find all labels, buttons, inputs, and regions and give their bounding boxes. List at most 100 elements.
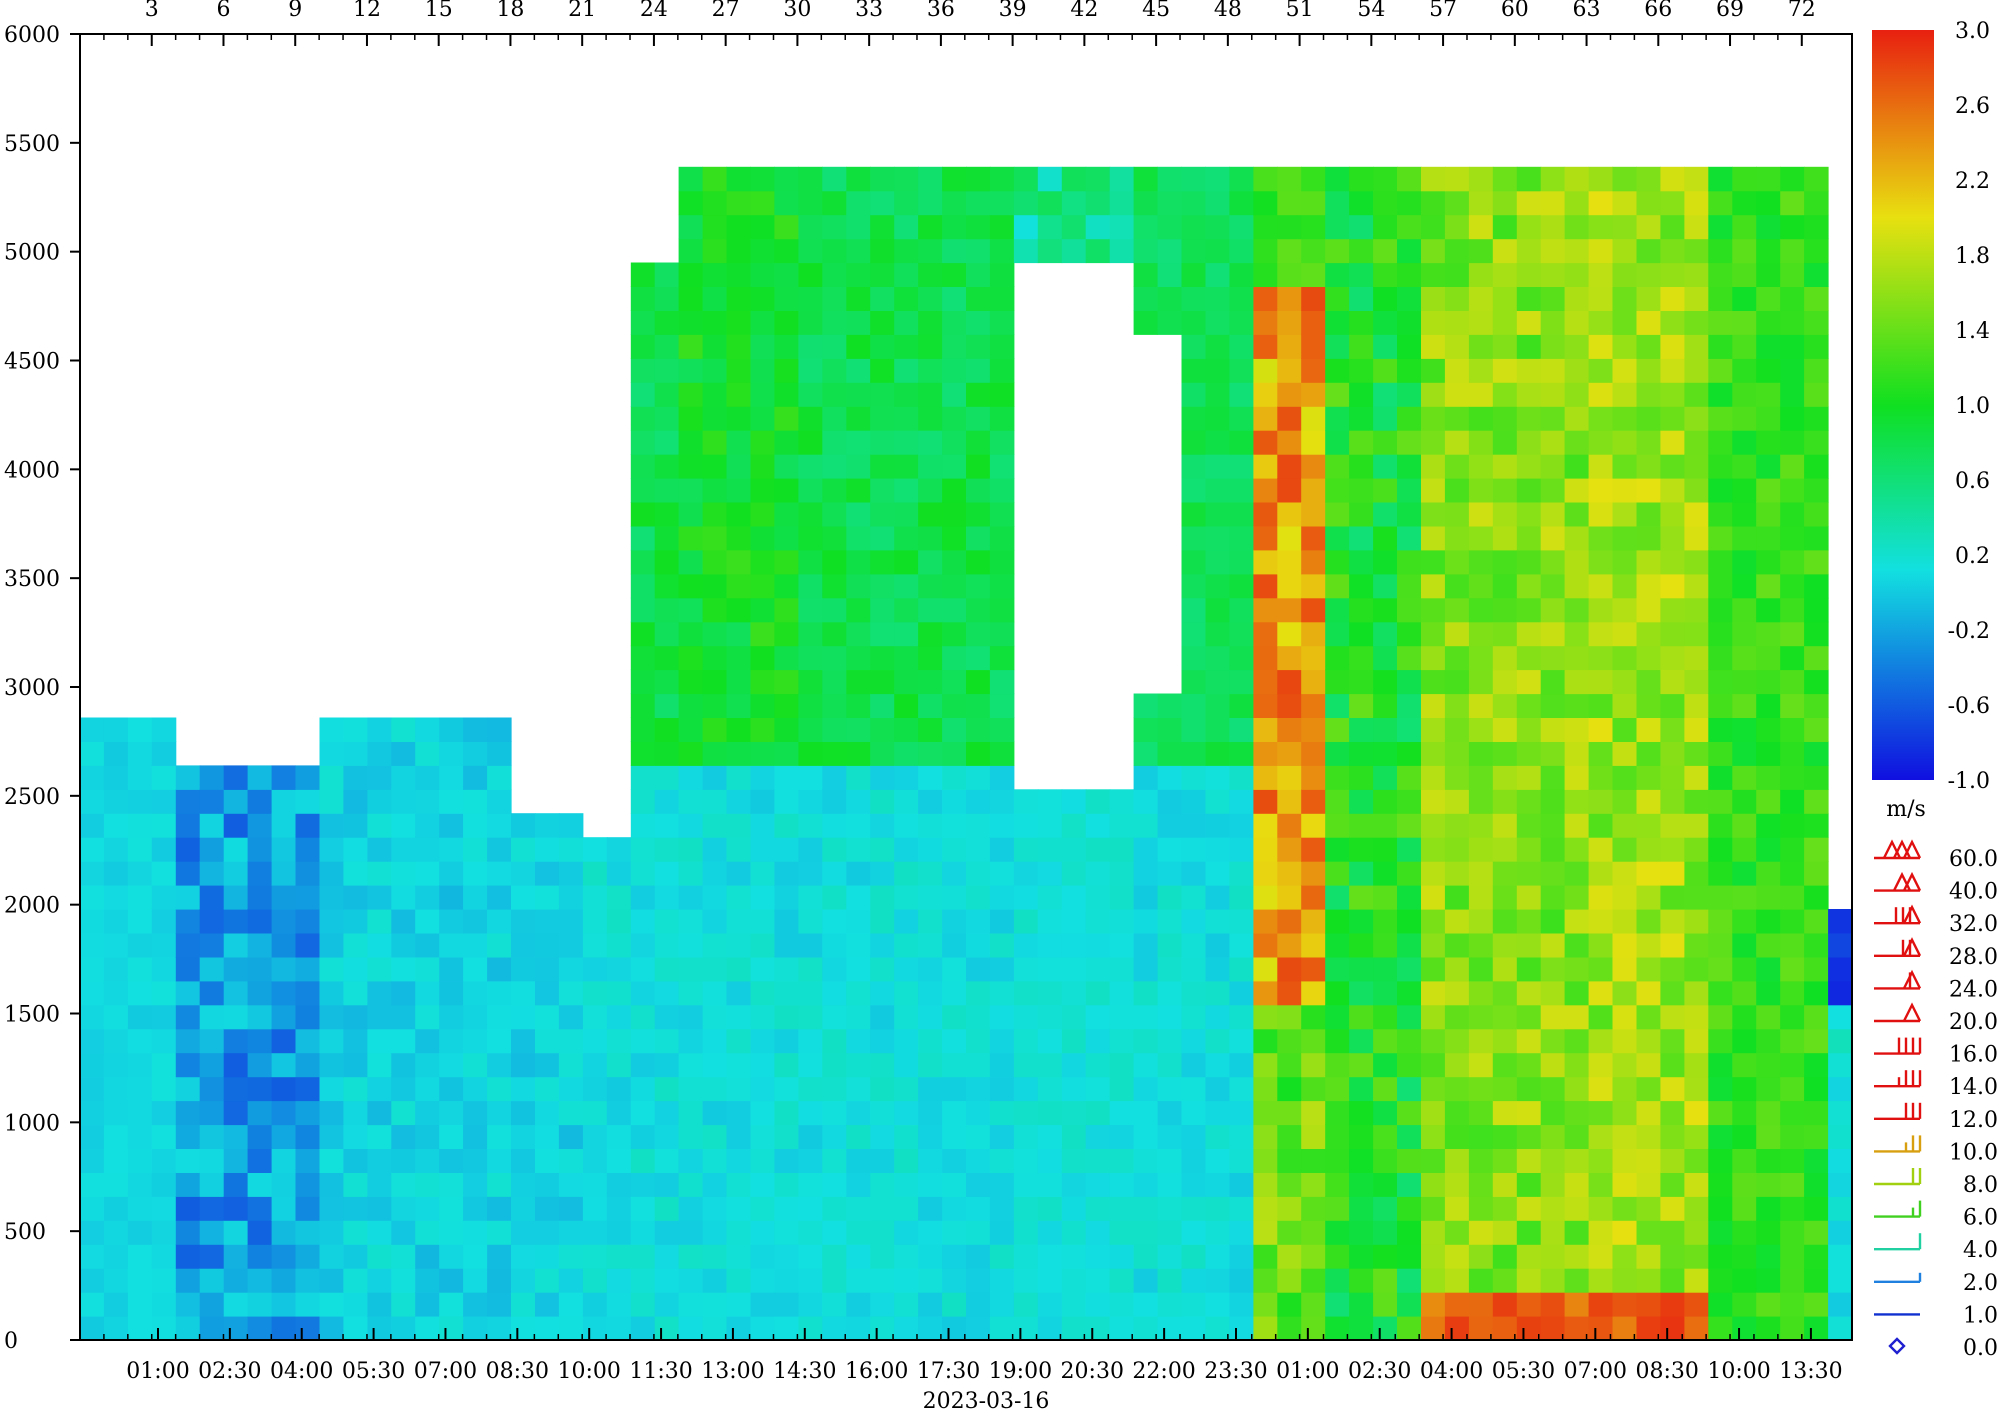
heatmap-cell: [511, 1316, 536, 1341]
top-tick-label: 21: [568, 0, 596, 22]
heatmap-cell: [798, 1316, 823, 1341]
heatmap-cell: [750, 693, 775, 718]
heatmap-cell: [535, 1244, 560, 1269]
heatmap-cell: [1325, 310, 1350, 335]
heatmap-cell: [918, 933, 943, 958]
heatmap-cell: [989, 909, 1015, 934]
heatmap-cell: [630, 645, 656, 671]
heatmap-cell: [942, 1196, 967, 1221]
heatmap-cell: [846, 645, 871, 671]
heatmap-cell: [726, 238, 751, 264]
heatmap-cell: [606, 980, 632, 1006]
heatmap-cell: [1061, 166, 1087, 192]
heatmap-cell: [1684, 478, 1709, 503]
heatmap-cell: [1708, 1004, 1733, 1030]
heatmap-cell: [774, 573, 799, 599]
heatmap-cell: [558, 1220, 584, 1245]
heatmap-cell: [1492, 430, 1518, 455]
heatmap-cell: [151, 1292, 177, 1317]
heatmap-cell: [774, 597, 799, 623]
heatmap-cell: [630, 933, 656, 958]
heatmap-cell: [1373, 980, 1398, 1006]
heatmap-cell: [918, 1052, 943, 1078]
heatmap-cell: [1421, 1244, 1446, 1269]
heatmap-cell: [1157, 1316, 1183, 1341]
heatmap-cell: [654, 262, 680, 287]
heatmap-cell: [989, 980, 1015, 1006]
heatmap-cell: [654, 933, 680, 958]
heatmap-cell: [726, 1268, 751, 1293]
heatmap-cell: [1301, 693, 1326, 718]
heatmap-cell: [1397, 502, 1422, 527]
heatmap-cell: [1277, 885, 1302, 910]
wind-legend-label: 24.0: [1949, 977, 1998, 1002]
heatmap-cell: [535, 956, 560, 982]
heatmap-cell: [966, 765, 991, 790]
heatmap-cell: [870, 597, 895, 623]
heatmap-cell: [1325, 909, 1350, 934]
heatmap-cell: [1013, 956, 1039, 982]
heatmap-cell: [415, 909, 440, 934]
heatmap-cell: [702, 1028, 728, 1054]
heatmap-cell: [1804, 334, 1829, 359]
heatmap-cell: [1708, 1172, 1733, 1197]
heatmap-cell: [1492, 1244, 1518, 1269]
heatmap-cell: [1277, 262, 1302, 287]
heatmap-cell: [151, 1244, 177, 1269]
heatmap-cell: [1564, 1244, 1590, 1269]
heatmap-cell: [1349, 1148, 1374, 1173]
heatmap-cell: [1133, 741, 1159, 766]
heatmap-cell: [223, 933, 249, 958]
heatmap-cell: [1349, 789, 1374, 814]
heatmap-cell: [1181, 741, 1206, 766]
heatmap-cell: [1109, 1268, 1135, 1293]
heatmap-cell: [1804, 669, 1829, 695]
heatmap-cell: [630, 1124, 656, 1149]
heatmap-cell: [80, 980, 105, 1006]
heatmap-cell: [103, 1148, 129, 1173]
heatmap-cell: [1109, 837, 1135, 862]
heatmap-cell: [367, 789, 392, 814]
heatmap-cell: [750, 1316, 775, 1341]
heatmap-cell: [630, 1196, 656, 1221]
heatmap-cell: [1708, 669, 1733, 695]
heatmap-cell: [415, 861, 440, 886]
heatmap-cell: [1756, 861, 1781, 886]
heatmap-cell: [678, 1292, 704, 1317]
heatmap-cell: [726, 933, 751, 958]
heatmap-cell: [1660, 166, 1685, 192]
heatmap-cell: [870, 645, 895, 671]
heatmap-cell: [415, 1124, 440, 1149]
heatmap-cell: [103, 861, 129, 886]
heatmap-cell: [1301, 956, 1326, 982]
heatmap-cell: [942, 885, 967, 910]
heatmap-cell: [1684, 1052, 1709, 1078]
heatmap-cell: [822, 1316, 847, 1341]
heatmap-cell: [463, 1004, 488, 1030]
heatmap-cell: [989, 238, 1015, 264]
heatmap-cell: [319, 1148, 344, 1173]
heatmap-cell: [798, 669, 823, 695]
heatmap-cell: [942, 813, 967, 838]
heatmap-cell: [726, 861, 751, 886]
heatmap-cell: [846, 430, 871, 455]
heatmap-cell: [343, 980, 368, 1006]
heatmap-cell: [1061, 933, 1087, 958]
heatmap-cell: [1756, 214, 1781, 240]
heatmap-cell: [343, 1268, 368, 1293]
heatmap-cell: [1349, 238, 1374, 264]
heatmap-cell: [1109, 1028, 1135, 1054]
heatmap-cell: [1421, 382, 1446, 407]
heatmap-cell: [1516, 286, 1542, 311]
heatmap-cell: [702, 621, 728, 647]
heatmap-cell: [1061, 238, 1087, 264]
heatmap-cell: [726, 478, 751, 503]
heatmap-cell: [1085, 861, 1111, 886]
heatmap-cell: [750, 1148, 775, 1173]
heatmap-cell: [1037, 1076, 1063, 1102]
heatmap-cell: [654, 956, 680, 982]
heatmap-cell: [127, 741, 153, 766]
heatmap-cell: [1397, 669, 1422, 695]
heatmap-cell: [1804, 1292, 1829, 1317]
heatmap-cell: [1708, 741, 1733, 766]
